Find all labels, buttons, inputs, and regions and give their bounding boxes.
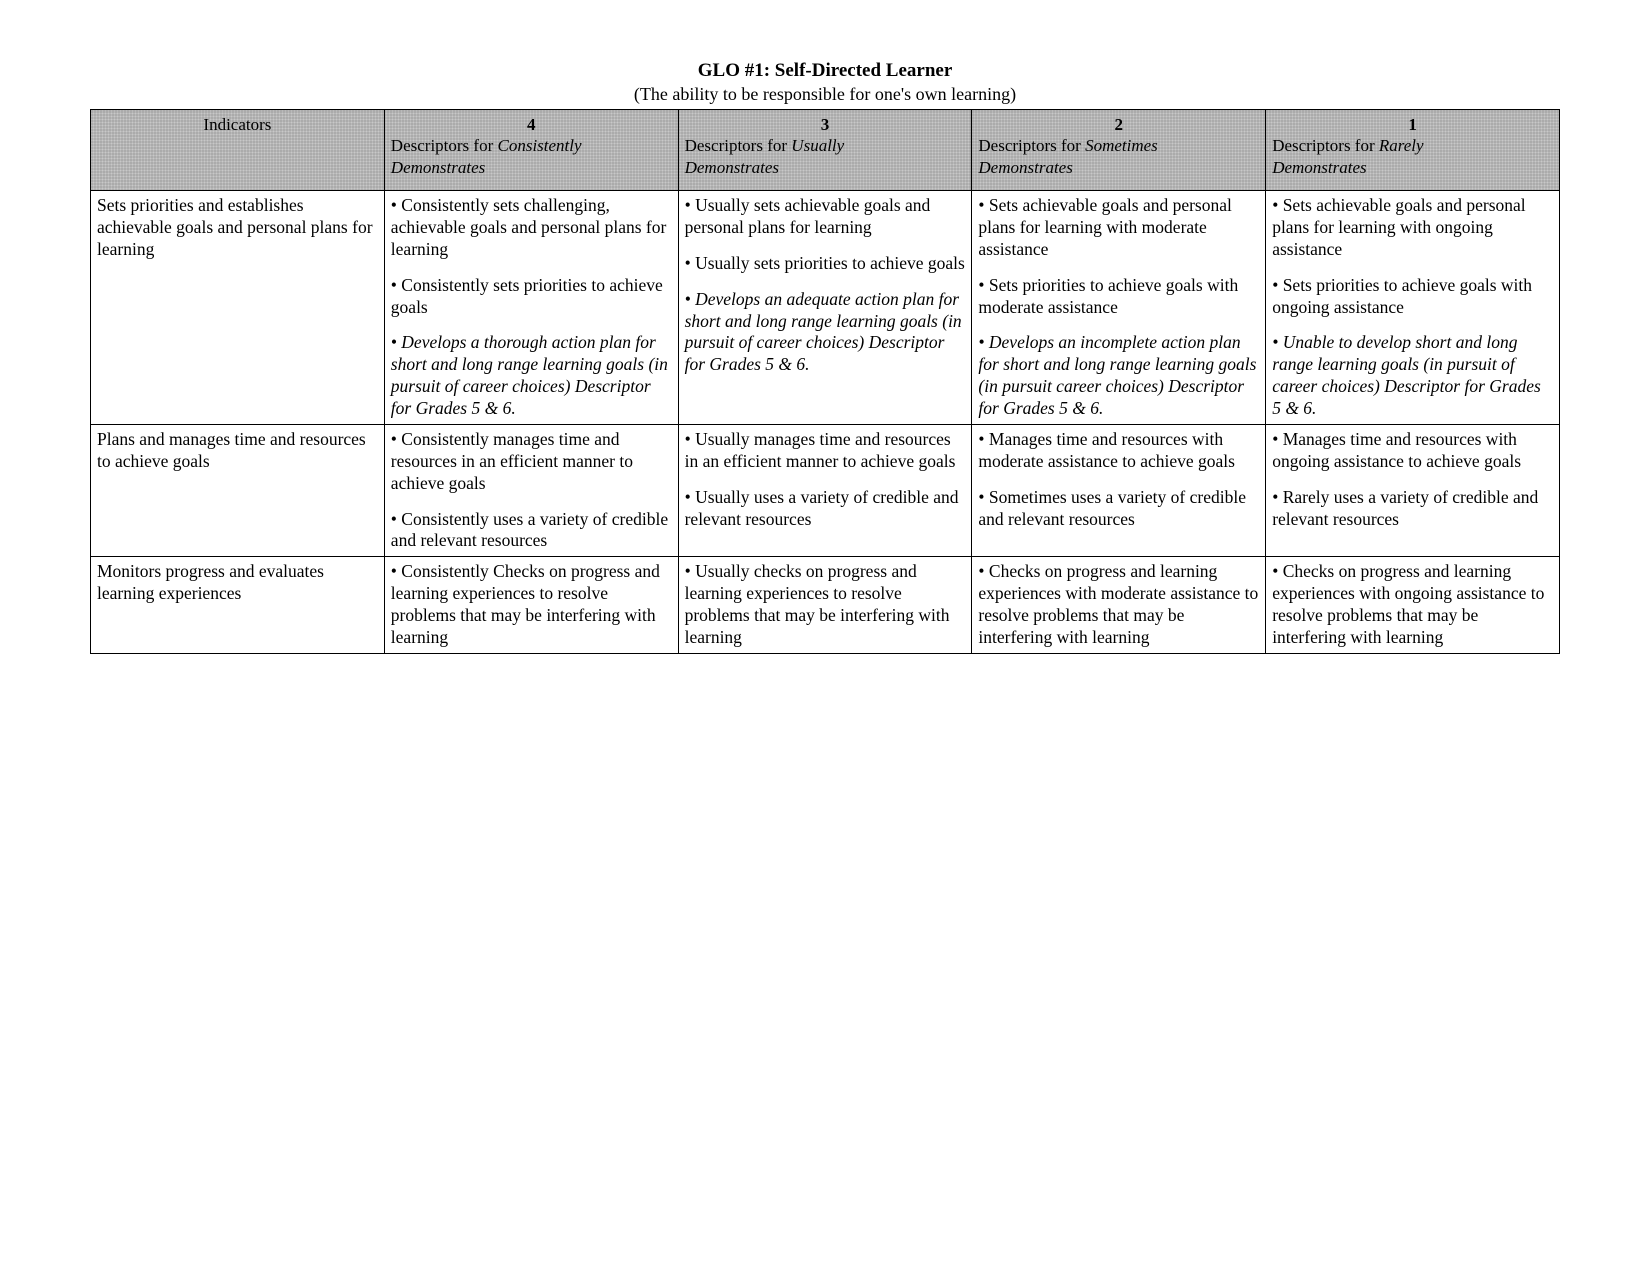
level-number: 1 bbox=[1272, 114, 1553, 135]
descriptor-bullet: • Consistently sets priorities to achiev… bbox=[391, 275, 672, 319]
level-number: 2 bbox=[978, 114, 1259, 135]
level-number: 3 bbox=[685, 114, 966, 135]
level-prefix: Descriptors for bbox=[1272, 136, 1379, 155]
indicator-cell: Monitors progress and evaluates learning… bbox=[91, 557, 385, 654]
descriptor-cell: • Sets achievable goals and personal pla… bbox=[1266, 191, 1560, 425]
table-row: Monitors progress and evaluates learning… bbox=[91, 557, 1560, 654]
level-suffix: Demonstrates bbox=[685, 158, 779, 177]
descriptor-bullet: • Checks on progress and learning experi… bbox=[1272, 561, 1553, 649]
descriptor-cell: • Manages time and resources with modera… bbox=[972, 424, 1266, 556]
level-frequency: Sometimes bbox=[1085, 136, 1158, 155]
descriptor-bullet: • Consistently sets challenging, achieva… bbox=[391, 195, 672, 261]
rubric-body: Sets priorities and establishes achievab… bbox=[91, 191, 1560, 654]
descriptor-bullet: • Manages time and resources with modera… bbox=[978, 429, 1259, 473]
indicator-cell: Sets priorities and establishes achievab… bbox=[91, 191, 385, 425]
descriptor-cell: • Usually sets achievable goals and pers… bbox=[678, 191, 972, 425]
page-subtitle: (The ability to be responsible for one's… bbox=[90, 84, 1560, 105]
descriptor-bullet: • Manages time and resources with ongoin… bbox=[1272, 429, 1553, 473]
descriptor-bullet: • Sets achievable goals and personal pla… bbox=[978, 195, 1259, 261]
header-row: Indicators 4 Descriptors for Consistentl… bbox=[91, 110, 1560, 191]
rubric-table: Indicators 4 Descriptors for Consistentl… bbox=[90, 109, 1560, 654]
descriptor-bullet: • Checks on progress and learning experi… bbox=[978, 561, 1259, 649]
level-suffix: Demonstrates bbox=[978, 158, 1072, 177]
col-header-level-1: 1 Descriptors for Rarely Demonstrates bbox=[1266, 110, 1560, 191]
descriptor-bullet: • Sets priorities to achieve goals with … bbox=[1272, 275, 1553, 319]
level-number: 4 bbox=[391, 114, 672, 135]
indicator-cell: Plans and manages time and resources to … bbox=[91, 424, 385, 556]
descriptor-bullet: • Rarely uses a variety of credible and … bbox=[1272, 487, 1553, 531]
table-row: Sets priorities and establishes achievab… bbox=[91, 191, 1560, 425]
descriptor-cell: • Usually manages time and resources in … bbox=[678, 424, 972, 556]
descriptor-cell: • Sets achievable goals and personal pla… bbox=[972, 191, 1266, 425]
level-frequency: Usually bbox=[791, 136, 844, 155]
page-title: GLO #1: Self-Directed Learner bbox=[90, 60, 1560, 82]
descriptor-cell: • Checks on progress and learning experi… bbox=[972, 557, 1266, 654]
descriptor-bullet: • Usually sets achievable goals and pers… bbox=[685, 195, 966, 239]
descriptor-bullet: • Usually sets priorities to achieve goa… bbox=[685, 253, 966, 275]
col-header-level-3: 3 Descriptors for Usually Demonstrates bbox=[678, 110, 972, 191]
level-frequency: Rarely bbox=[1379, 136, 1424, 155]
descriptor-bullet: • Usually uses a variety of credible and… bbox=[685, 487, 966, 531]
descriptor-bullet: • Usually checks on progress and learnin… bbox=[685, 561, 966, 649]
col-header-indicators: Indicators bbox=[91, 110, 385, 191]
descriptor-cell: • Checks on progress and learning experi… bbox=[1266, 557, 1560, 654]
table-row: Plans and manages time and resources to … bbox=[91, 424, 1560, 556]
level-suffix: Demonstrates bbox=[391, 158, 485, 177]
descriptor-cell: • Consistently Checks on progress and le… bbox=[384, 557, 678, 654]
descriptor-cell: • Consistently sets challenging, achieva… bbox=[384, 191, 678, 425]
descriptor-cell: • Usually checks on progress and learnin… bbox=[678, 557, 972, 654]
descriptor-bullet: • Sets priorities to achieve goals with … bbox=[978, 275, 1259, 319]
descriptor-cell: • Manages time and resources with ongoin… bbox=[1266, 424, 1560, 556]
col-header-level-4: 4 Descriptors for Consistently Demonstra… bbox=[384, 110, 678, 191]
descriptor-bullet: • Consistently Checks on progress and le… bbox=[391, 561, 672, 649]
level-prefix: Descriptors for bbox=[978, 136, 1085, 155]
descriptor-bullet: • Consistently uses a variety of credibl… bbox=[391, 509, 672, 553]
level-prefix: Descriptors for bbox=[685, 136, 792, 155]
level-prefix: Descriptors for bbox=[391, 136, 498, 155]
descriptor-bullet: • Unable to develop short and long range… bbox=[1272, 332, 1553, 420]
descriptor-bullet: • Develops a thorough action plan for sh… bbox=[391, 332, 672, 420]
level-suffix: Demonstrates bbox=[1272, 158, 1366, 177]
descriptor-bullet: • Sometimes uses a variety of credible a… bbox=[978, 487, 1259, 531]
descriptor-bullet: • Sets achievable goals and personal pla… bbox=[1272, 195, 1553, 261]
descriptor-bullet: • Consistently manages time and resource… bbox=[391, 429, 672, 495]
descriptor-cell: • Consistently manages time and resource… bbox=[384, 424, 678, 556]
descriptor-bullet: • Develops an incomplete action plan for… bbox=[978, 332, 1259, 420]
col-header-level-2: 2 Descriptors for Sometimes Demonstrates bbox=[972, 110, 1266, 191]
descriptor-bullet: • Usually manages time and resources in … bbox=[685, 429, 966, 473]
level-frequency: Consistently bbox=[498, 136, 582, 155]
descriptor-bullet: • Develops an adequate action plan for s… bbox=[685, 289, 966, 377]
